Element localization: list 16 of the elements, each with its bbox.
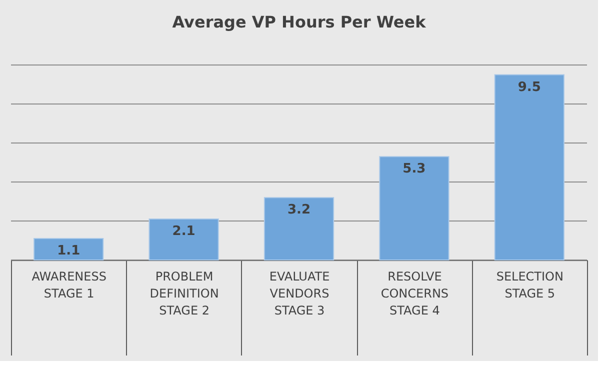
bar: [494, 74, 564, 260]
x-tick-label: PROBLEM DEFINITION STAGE 2: [150, 270, 219, 318]
x-tick-label: AWARENESS STAGE 1: [32, 270, 106, 300]
x-tick-label: RESOLVE CONCERNS STAGE 4: [380, 270, 449, 318]
x-tick-label: SELECTION STAGE 5: [496, 270, 564, 300]
data-label: 2.1: [172, 224, 196, 240]
bar: [148, 218, 219, 260]
bar: [34, 238, 104, 260]
bar: [379, 156, 450, 260]
data-label: 1.1: [57, 244, 80, 259]
data-label: 5.3: [402, 162, 426, 177]
data-label: 9.5: [518, 80, 541, 95]
x-tick-label: EVALUATE VENDORS STAGE 3: [269, 270, 330, 318]
data-label: 3.2: [287, 202, 311, 218]
bar: [264, 197, 334, 260]
chart-title: Average VP Hours Per Week: [172, 12, 426, 32]
